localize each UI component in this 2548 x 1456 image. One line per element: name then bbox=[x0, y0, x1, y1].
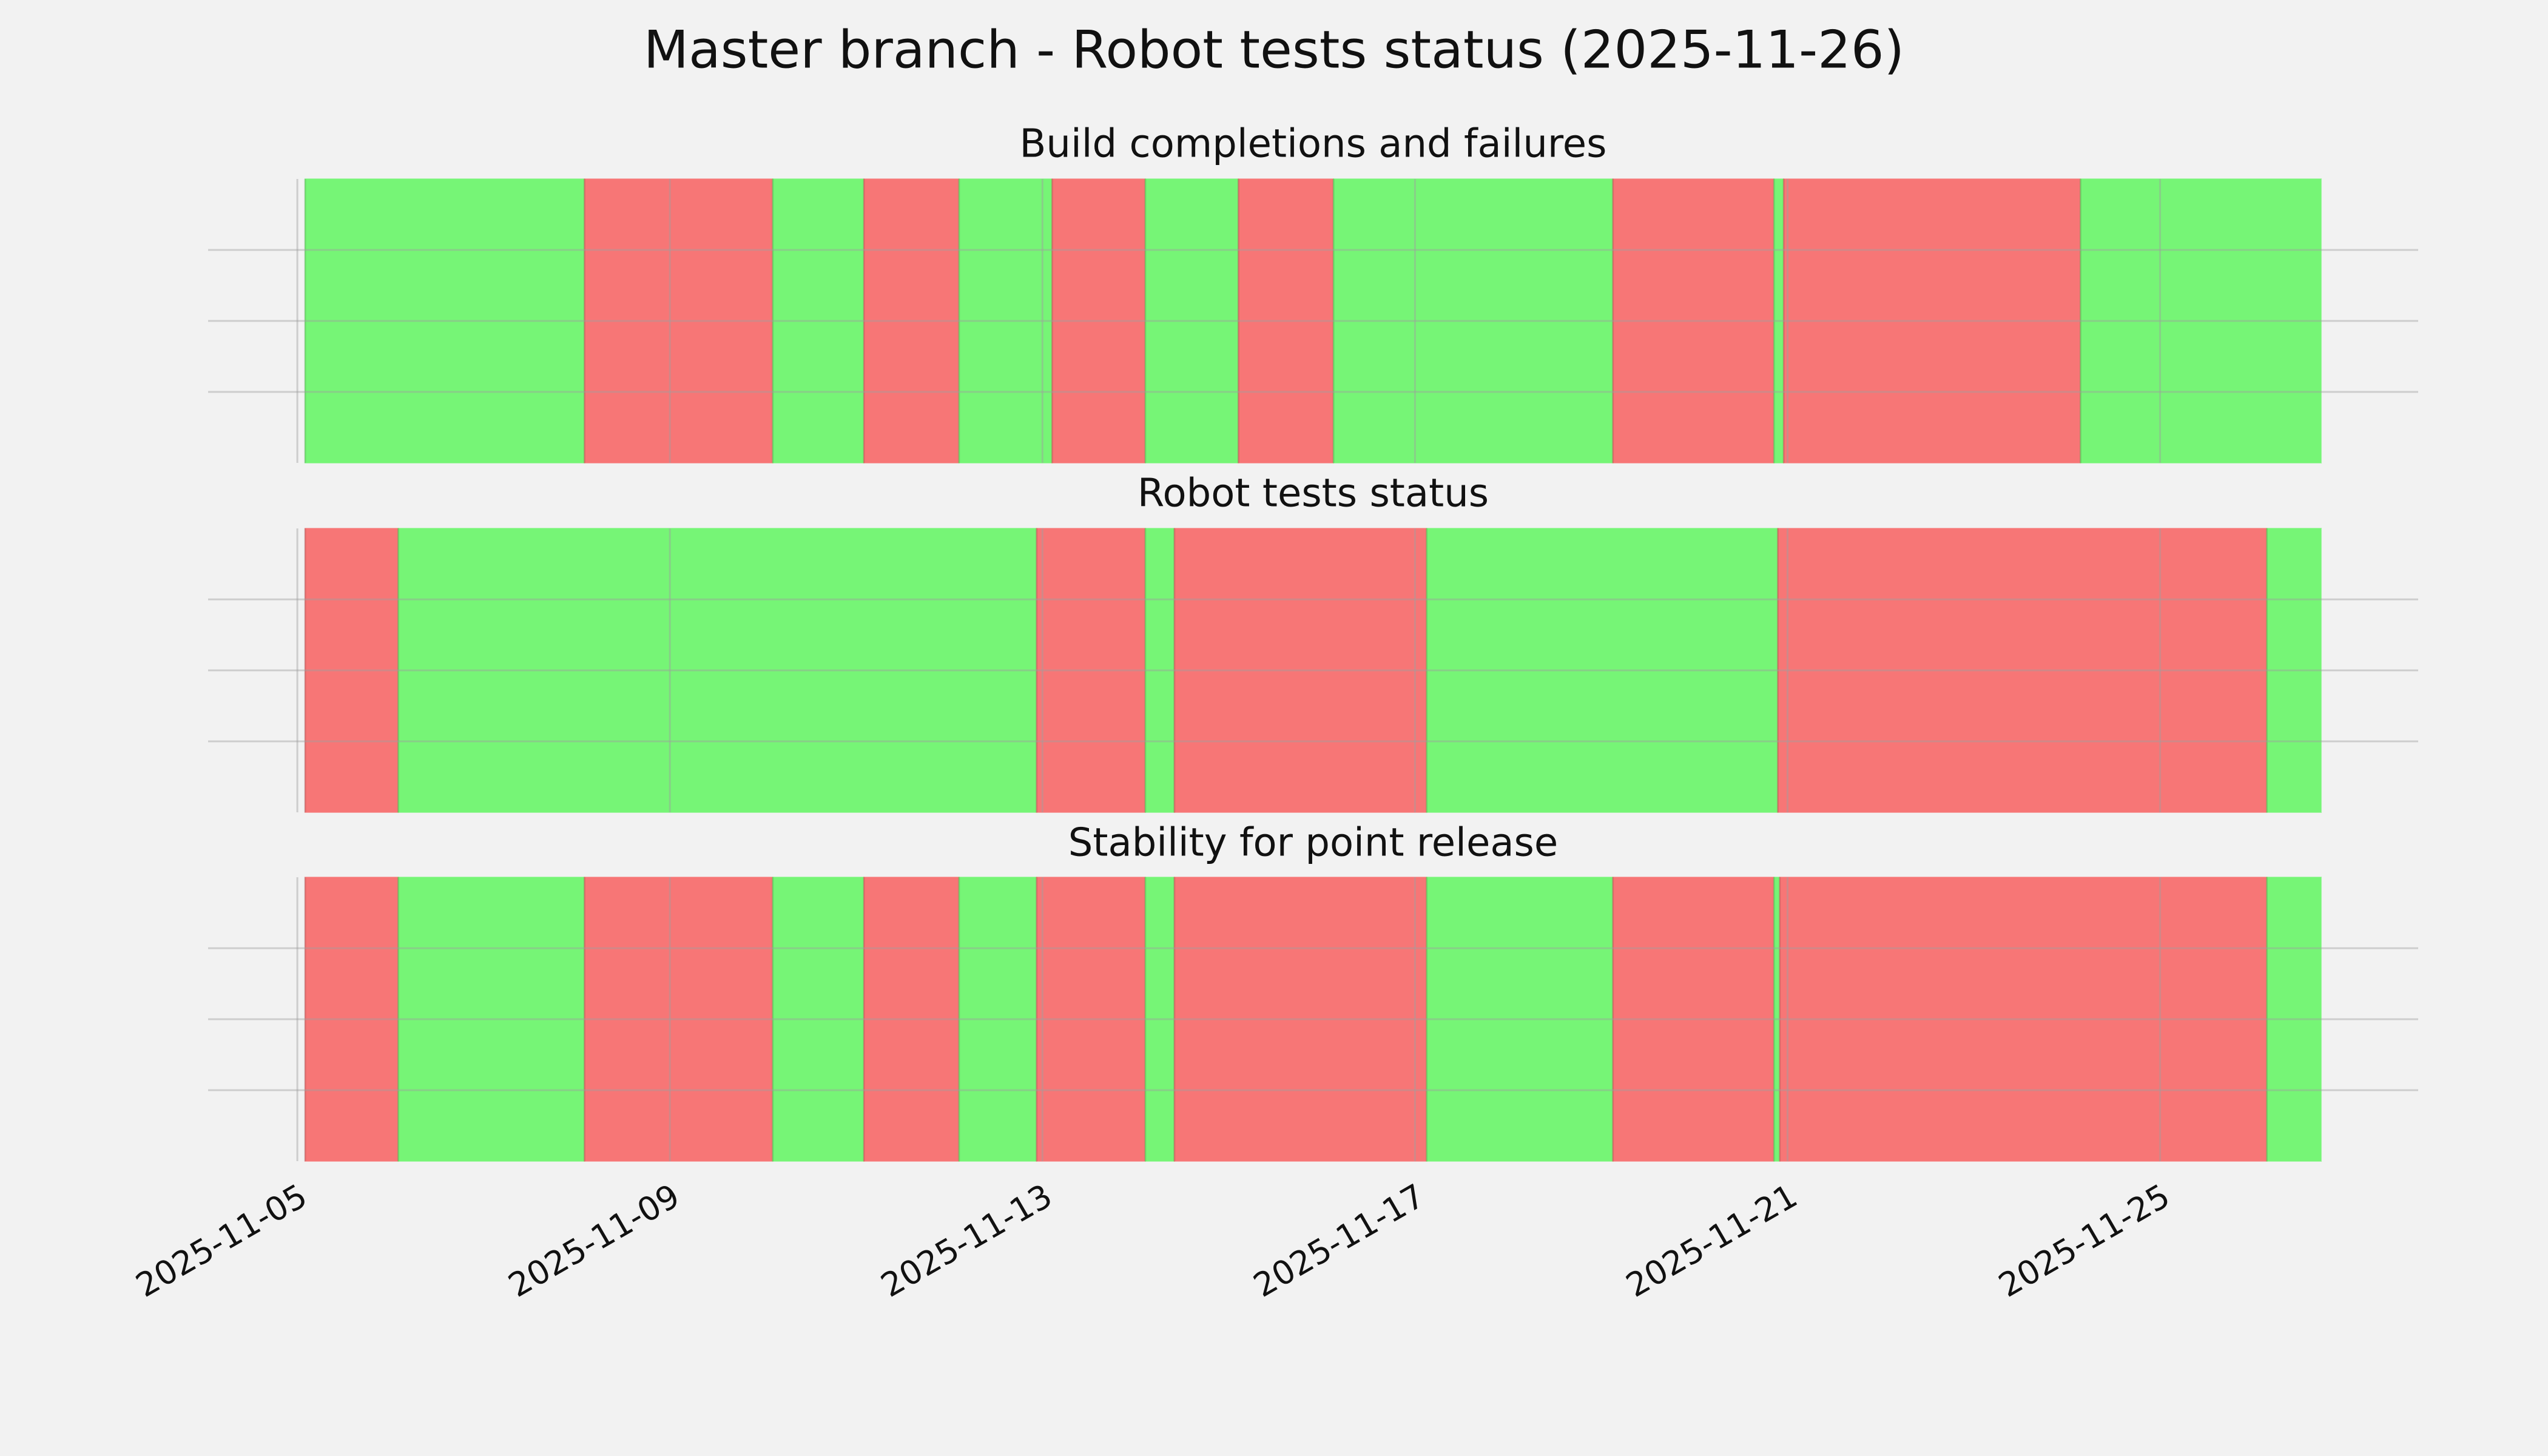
status-span bbox=[1783, 178, 2081, 463]
panel-title: Stability for point release bbox=[1068, 821, 1559, 866]
status-span bbox=[1777, 528, 2268, 813]
status-span bbox=[772, 178, 865, 463]
status-span bbox=[1051, 178, 1146, 463]
status-span bbox=[2266, 528, 2322, 813]
status-span bbox=[1238, 178, 1335, 463]
status-span bbox=[1173, 877, 1427, 1162]
status-span bbox=[1426, 528, 1779, 813]
status-span bbox=[1612, 877, 1775, 1162]
status-span bbox=[584, 877, 774, 1162]
panel-title: Build completions and failures bbox=[1020, 122, 1607, 167]
status-span bbox=[2266, 877, 2322, 1162]
status-span bbox=[1036, 877, 1146, 1162]
status-span bbox=[304, 877, 399, 1162]
status-span bbox=[304, 178, 585, 463]
status-span bbox=[1426, 877, 1614, 1162]
status-span bbox=[1612, 178, 1775, 463]
status-span bbox=[863, 178, 960, 463]
status-span bbox=[1144, 178, 1239, 463]
chart-title: Master branch - Robot tests status (2025… bbox=[644, 19, 1904, 80]
status-span bbox=[958, 178, 1053, 463]
panel-title: Robot tests status bbox=[1138, 471, 1489, 516]
status-span bbox=[1173, 528, 1427, 813]
status-span bbox=[958, 877, 1037, 1162]
status-span bbox=[397, 528, 1037, 813]
status-span bbox=[863, 877, 960, 1162]
status-span bbox=[584, 178, 774, 463]
status-span bbox=[1779, 877, 2268, 1162]
status-span bbox=[1036, 528, 1146, 813]
status-span bbox=[1144, 528, 1175, 813]
status-span bbox=[2080, 178, 2322, 463]
status-span bbox=[1333, 178, 1614, 463]
status-span bbox=[397, 877, 585, 1162]
status-span bbox=[1144, 877, 1175, 1162]
status-span bbox=[772, 877, 865, 1162]
